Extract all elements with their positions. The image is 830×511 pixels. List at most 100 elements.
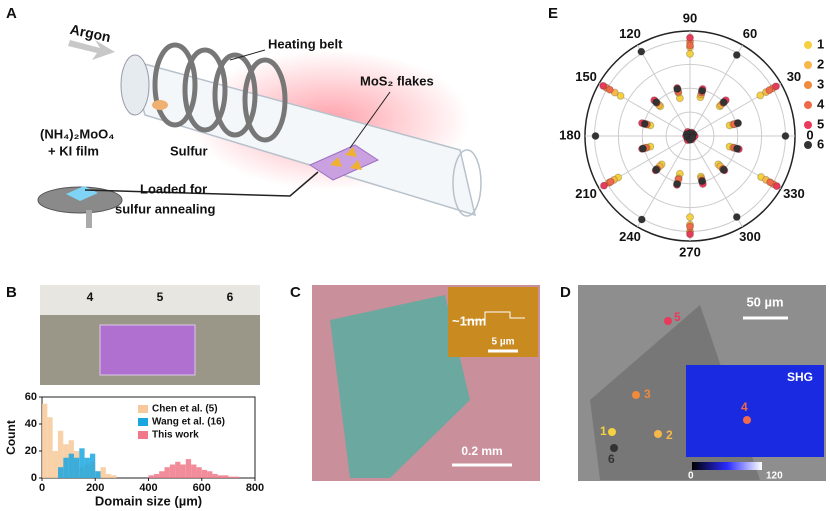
spin-shaft [86,210,92,228]
panel-label: B [6,284,17,301]
afm-inset [448,287,538,357]
histogram-bar [79,448,85,478]
x-tick-label: 0 [39,482,45,494]
histogram-bar [84,457,90,478]
marker [632,391,640,399]
angle-tick-label: 300 [739,229,761,244]
angle-tick-label: 210 [575,186,597,201]
legend-label: 4 [817,96,825,111]
label: + KI film [48,143,99,158]
legend-label: Chen et al. (5) [152,404,218,415]
y-tick-label: 40 [25,418,37,430]
histogram-bar [223,475,229,478]
histogram-bar [233,476,240,478]
marker-label: 2 [666,428,673,442]
grid-spoke [637,44,691,137]
angle-tick-label: 0 [806,127,813,142]
panel-d: D 50 µm SHG 1 2 3 4 5 6 0 120 [560,284,826,482]
polar-point [652,98,661,107]
histogram-bar [68,453,74,478]
polar-point [719,165,728,174]
histogram-bar [191,464,197,478]
histogram-bar [73,457,80,478]
polar-point [616,91,625,100]
polar-point [733,144,742,153]
legend-marker [804,61,812,69]
legend-marker [804,81,812,89]
polar-point [688,133,697,142]
label: MoS₂ flakes [360,73,434,88]
legend-label: 6 [817,136,824,151]
polar-point [781,132,790,140]
pointer [229,49,266,61]
polar-point [686,41,694,50]
polar-point [732,50,741,59]
label: (NH₄)₂MoO₄ [40,126,114,141]
histogram-bar [100,467,106,478]
polar-point [732,213,741,222]
y-tick-label: 20 [25,445,37,457]
histogram-bar [111,475,117,478]
label: ~1nm [452,313,486,328]
legend-label: Wang et al. (16) [152,417,225,428]
polar-point [766,178,775,187]
tube-end [120,54,150,116]
grid-spoke [689,135,743,228]
legend-swatch [138,418,148,426]
histogram-bar [169,464,176,478]
histogram-bar [52,451,58,478]
legend-label: 2 [817,56,824,71]
marker-label: 6 [608,452,615,466]
polar-point [771,82,780,91]
label: Heating belt [268,36,343,51]
polar-point [591,132,600,140]
argon-arrow [68,40,115,60]
histogram-bar [105,473,112,478]
panel-c: C ~1nm 5 µm 0.2 mm [290,284,540,481]
legend-swatch [138,405,148,413]
polar-point [673,84,682,93]
x-tick-label: 800 [246,482,264,494]
polar-point [606,177,615,186]
sulfur-boat [152,100,168,110]
marker [743,416,751,424]
panel-label: E [548,5,558,22]
histogram-bar [42,403,48,478]
ruler-label: 6 [227,290,234,304]
polar-point [719,98,728,107]
histogram-bar [207,471,213,478]
ruler-label: 5 [157,290,164,304]
label: sulfur annealing [115,201,215,216]
panel-label: C [290,284,301,301]
x-tick-label: 600 [193,482,211,494]
polar-point [637,215,646,224]
polar-point [652,165,661,174]
polar-point [599,81,608,90]
colorbar-label: 120 [766,471,783,482]
angle-tick-label: 330 [783,186,805,201]
polar-point [686,230,694,239]
histogram-bar [164,467,170,478]
colorbar-label: 0 [688,471,694,482]
arrow [84,171,319,197]
marker [608,428,616,436]
flake [330,295,470,478]
label: Loaded for [140,181,207,196]
polar-point [605,85,614,94]
polar-point [686,49,694,58]
legend-label: 1 [817,36,824,51]
histogram-bar [57,430,64,478]
histogram-bar [159,471,165,478]
substrate [308,144,380,181]
angle-tick-label: 240 [619,229,641,244]
panel-a: A Argon Heating belt MoS₂ flakes (NH₄)₂M… [6,5,482,228]
histogram-bar [180,464,186,478]
grid-spoke [637,135,691,228]
panel-label: D [560,284,571,301]
polar-point [686,33,694,42]
panel-b: B 4 5 6 [6,284,260,385]
x-axis-label: Domain size (µm) [95,493,202,508]
histogram-bar [217,475,224,478]
polar-point [637,47,646,56]
